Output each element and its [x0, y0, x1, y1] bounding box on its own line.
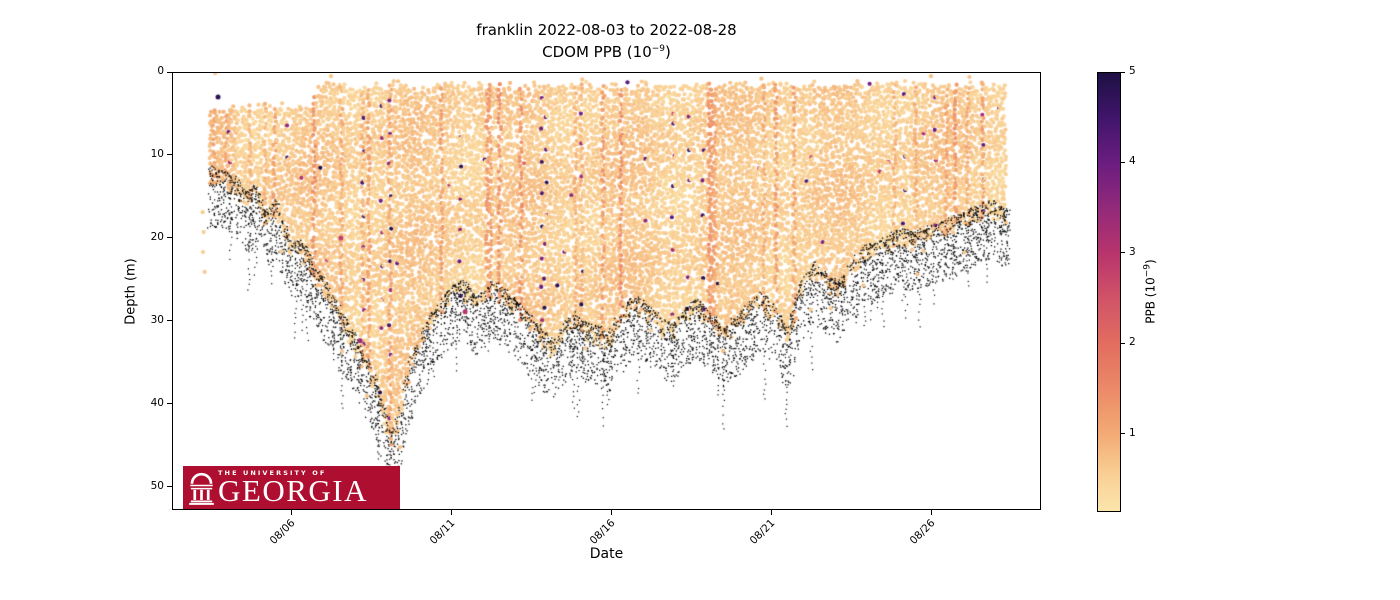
y-tick-label: 10: [150, 147, 164, 160]
uga-logo-line1: THE UNIVERSITY OF: [218, 468, 327, 477]
plot-title: franklin 2022-08-03 to 2022-08-28 CDOM P…: [172, 20, 1041, 64]
colorbar-tick-label: 5: [1129, 65, 1136, 77]
x-axis-label: Date: [589, 546, 624, 562]
colorbar: [1097, 72, 1121, 512]
colorbar-label: PPB (10−9): [1143, 232, 1158, 352]
y-axis-label: Depth (m): [123, 258, 139, 325]
y-tick-label: 40: [150, 396, 164, 409]
x-tick: [450, 510, 452, 515]
colorbar-tick: [1121, 71, 1125, 73]
colorbar-tick-label: 2: [1129, 336, 1136, 349]
colorbar-tick-label: 3: [1129, 245, 1136, 258]
colorbar-tick: [1121, 252, 1125, 254]
colorbar-tick-label: 1: [1129, 426, 1136, 439]
y-tick-label: 50: [150, 479, 164, 492]
x-tick: [610, 510, 612, 515]
y-tick: [167, 154, 172, 156]
y-tick: [167, 237, 172, 239]
y-tick: [167, 71, 172, 73]
colorbar-label-exponent: −9: [1142, 263, 1153, 278]
x-tick: [290, 510, 292, 515]
plot-title-line2: CDOM PPB (10−9): [172, 42, 1041, 64]
y-tick-label: 20: [150, 230, 164, 243]
uga-arch-icon: [188, 468, 215, 509]
colorbar-tick: [1121, 342, 1125, 344]
title-units-exponent: −9: [651, 43, 666, 54]
uga-logo-line2: GEORGIA: [218, 473, 368, 509]
y-tick: [167, 403, 172, 405]
colorbar-label-suffix: ): [1143, 259, 1158, 264]
y-tick: [167, 486, 172, 488]
y-tick: [167, 320, 172, 322]
x-tick: [930, 510, 932, 515]
university-of-georgia-logo: THE UNIVERSITY OF GEORGIA: [183, 466, 400, 509]
x-tick: [770, 510, 772, 515]
uga-logo-text: THE UNIVERSITY OF GEORGIA: [218, 470, 368, 506]
y-tick-label: 0: [157, 65, 164, 77]
colorbar-label-prefix: PPB (10: [1143, 277, 1158, 324]
y-tick-label: 30: [150, 313, 164, 326]
plot-title-line1: franklin 2022-08-03 to 2022-08-28: [476, 21, 737, 39]
title-units-suffix: ): [665, 42, 671, 61]
colorbar-tick-label: 4: [1129, 155, 1136, 168]
colorbar-tick: [1121, 161, 1125, 163]
colorbar-tick: [1121, 433, 1125, 435]
title-units-prefix: CDOM PPB (10: [542, 42, 652, 61]
